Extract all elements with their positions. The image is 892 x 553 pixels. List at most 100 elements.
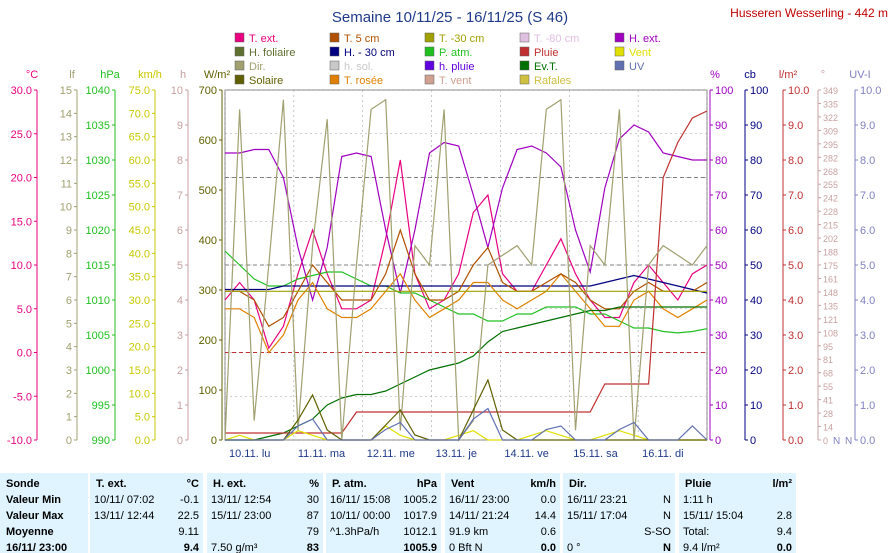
axis-tick-label: -5.0: [13, 391, 32, 403]
axis-tick-label: 188: [823, 248, 838, 258]
axis-tick-label: 10: [750, 400, 762, 412]
series-line-uv: [225, 407, 708, 441]
table-row-label: Valeur Max: [6, 510, 64, 522]
axis-tick-label: 55: [823, 382, 833, 392]
legend-swatch: [519, 74, 530, 85]
legend-label: T. -30 cm: [439, 33, 484, 45]
table-column-vent: Vent km/h 16/11/ 23:00 0.0 14/11/ 21:24 14.4 9…: [445, 473, 560, 553]
table-header: Vent: [451, 478, 475, 490]
axis-tick-label: 10: [715, 400, 727, 412]
table-cell-value: 30: [306, 494, 319, 506]
axis-tick-label: 35.0: [129, 272, 150, 284]
axis-tick-label: 40: [750, 295, 762, 307]
axis-tick-label: 6.0: [860, 225, 875, 237]
table-column-text: T. ext. °C 10/11/ 07:02 -0.1 13/11/ 12:44 22.…: [90, 473, 203, 553]
axis-tick-label: 60.0: [129, 155, 150, 167]
table-column-pluie: Pluie l/m² 1:11 h 15/11/ 15:04 2.8 Total: 9.4 9…: [679, 473, 796, 553]
axis-tick-label: 90: [715, 120, 727, 132]
table-cell-label: 15/11/ 23:00: [211, 510, 272, 522]
axis-tick-label: 8.0: [788, 155, 803, 167]
axis-tick-label: 268: [823, 167, 838, 177]
axis-tick-label: 70: [750, 190, 762, 202]
axis-tick-label: 255: [823, 180, 838, 190]
axis-unit: W/m²: [204, 69, 231, 81]
axis-tick-label: 1035: [86, 120, 110, 132]
axis-tick-label: 3: [177, 330, 183, 342]
axis-tick-label: 0: [750, 435, 756, 447]
axis-tick-label: 8: [66, 248, 72, 260]
axis-tick-label: 4.0: [788, 295, 803, 307]
table-unit: l/m²: [772, 478, 792, 490]
x-tick-label: 11.11. ma: [298, 448, 346, 460]
table-cell-value: 1005.2: [403, 494, 437, 506]
axis-tick-label: 295: [823, 140, 838, 150]
axis-tick-label: 10.0: [129, 388, 150, 400]
legend-swatch: [234, 74, 245, 85]
axis-tick-label: 100: [199, 385, 217, 397]
table-row-label: Valeur Min: [6, 494, 62, 506]
table-cell-value: 14.4: [534, 510, 556, 522]
axis-tick-label: 10.0: [788, 85, 809, 97]
axis-unit: °: [821, 69, 825, 81]
table-cell-label: 16/11/ 23:21: [567, 494, 628, 506]
axis-tick-label: 90: [750, 120, 762, 132]
x-tick-label: 14.11. ve: [504, 448, 548, 460]
axis-tick-label: 20: [715, 365, 727, 377]
axis-tick-label: 135: [823, 301, 838, 311]
axis-tick-label: 335: [823, 99, 838, 109]
axis-tick-label: 990: [92, 435, 110, 447]
legend-swatch: [614, 60, 625, 71]
axis-tick-label: 10: [60, 202, 72, 214]
table-cell-value: S-SO: [644, 526, 671, 538]
legend-swatch: [234, 60, 245, 71]
axis-unit: lf: [69, 69, 75, 81]
x-tick-label: 16.11. di: [642, 448, 683, 460]
axis-tick-label: 0: [66, 435, 72, 447]
axis-tick-label: 12: [60, 155, 72, 167]
legend-label: T. -80 cm: [534, 33, 579, 45]
axis-tick-label: 65.0: [129, 132, 150, 144]
axis-tick-label: 2: [177, 365, 183, 377]
axis-tick-label: 28: [823, 409, 833, 419]
axis-tick-label: 10: [171, 85, 183, 97]
legend-swatch: [519, 60, 530, 71]
table-header: T. ext.: [96, 478, 127, 490]
axis-tick-label: 25.0: [11, 129, 32, 141]
axis-tick-label: 7.0: [860, 190, 875, 202]
table-header: H. ext.: [213, 478, 247, 490]
table-cell-label: ^1.3hPa/h: [330, 526, 380, 538]
legend-swatch: [614, 32, 625, 43]
axis-tick-label: 0.0: [135, 435, 150, 447]
table-cell-label: 1:11 h: [683, 494, 713, 506]
table-cell-label: 9.4 l/m²: [683, 542, 720, 553]
axis-tick-label: 20.0: [11, 173, 32, 185]
table-cell-value: 1012.1: [403, 526, 437, 538]
table-cell-value: 0.6: [540, 526, 556, 538]
axis-tick-label: 700: [199, 85, 217, 97]
dir-north-label: N: [845, 436, 852, 447]
axis-tick-label: 228: [823, 207, 838, 217]
table-cell-label: 91.9 km: [449, 526, 489, 538]
table-cell-label: 7.50 g/m³: [211, 542, 258, 553]
table-cell-value: 9.4: [183, 542, 199, 553]
table-cell-value: 2.8: [776, 510, 792, 522]
table-cell-value: 0.0: [776, 542, 792, 553]
axis-tick-label: 41: [823, 396, 833, 406]
legend-label: T. rosée: [344, 75, 383, 87]
plot-area: 10.11. lu 11.11. ma 12.11. me 13.11. je 14.1…: [224, 89, 708, 460]
legend-label: H. - 30 cm: [344, 47, 395, 59]
axis-tick-label: 9: [177, 120, 183, 132]
axis-tick-label: 6: [66, 295, 72, 307]
axis-tick-label: 309: [823, 126, 838, 136]
table-cell-label: 13/11/ 12:44: [94, 510, 155, 522]
legend-label: h. pluie: [439, 61, 474, 73]
table-cell-value: -0.1: [180, 494, 199, 506]
axis-tick-label: 322: [823, 113, 838, 123]
axis-tick-label: 0: [823, 436, 828, 446]
legend-label: H. ext.: [629, 33, 661, 45]
series-line-h-ext-: [225, 124, 707, 303]
axis-tick-label: 60: [750, 225, 762, 237]
station-name: Husseren Wesserling - 442 m: [730, 6, 888, 20]
series-line-solaire: [225, 378, 707, 441]
axis-tick-label: 0.0: [17, 348, 32, 360]
